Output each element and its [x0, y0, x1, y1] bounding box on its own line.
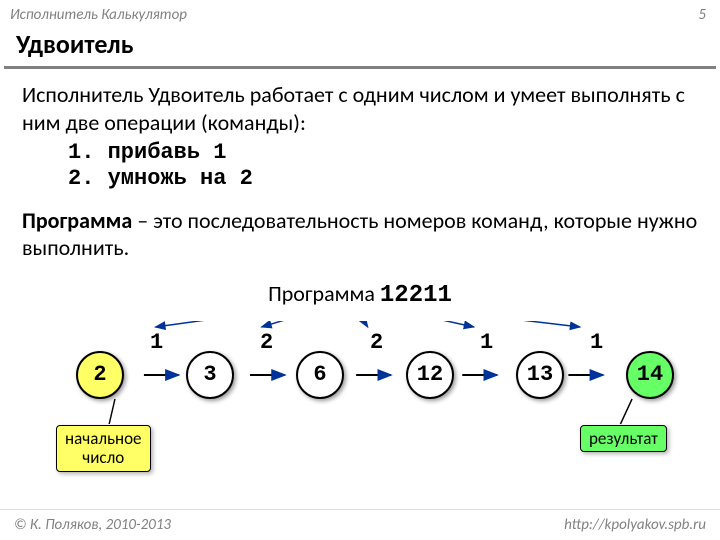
page-title: Удвоитель [4, 26, 716, 69]
diagram: 2 3 6 12 13 14 1 2 2 1 1 начальное число… [32, 321, 688, 481]
program-code: 12211 [380, 282, 452, 309]
op-label-0: 1 [150, 329, 163, 357]
node-4: 13 [516, 351, 564, 399]
callout-start: начальное число [56, 425, 151, 472]
node-1-value: 3 [203, 361, 216, 389]
header-left: Исполнитель Калькулятор [10, 6, 187, 24]
op-label-1: 2 [260, 329, 273, 357]
op-label-3: 1 [480, 329, 493, 357]
footer-left: © К. Поляков, 2010-2013 [14, 516, 171, 534]
op-label-2: 2 [370, 329, 383, 357]
callout-start-line2: число [65, 448, 142, 468]
node-5-value: 14 [637, 361, 663, 389]
node-2: 6 [296, 351, 344, 399]
page-number: 5 [698, 6, 706, 24]
node-1: 3 [186, 351, 234, 399]
intro-text: Исполнитель Удвоитель работает с одним ч… [22, 81, 698, 136]
program-label-text: Программа [268, 280, 380, 307]
node-2-value: 6 [313, 361, 326, 389]
node-3: 12 [406, 351, 454, 399]
callout-start-line1: начальное [65, 429, 142, 449]
op-label-4: 1 [590, 329, 603, 357]
command-2: 2. умножь на 2 [68, 166, 698, 192]
node-0-value: 2 [93, 361, 106, 389]
callout-end-line1: результат [589, 429, 658, 449]
footer-right: http://kpolyakov.spb.ru [564, 516, 706, 534]
node-4-value: 13 [527, 361, 553, 389]
node-0: 2 [76, 351, 124, 399]
command-1: 1. прибавь 1 [68, 140, 698, 166]
callout-end: результат [580, 425, 667, 453]
program-label: Программа 12211 [22, 280, 698, 311]
node-5: 14 [626, 351, 674, 399]
program-def-bold: Программа [22, 207, 132, 234]
program-definition: Программа – это последовательность номер… [22, 207, 698, 262]
node-3-value: 12 [417, 361, 443, 389]
